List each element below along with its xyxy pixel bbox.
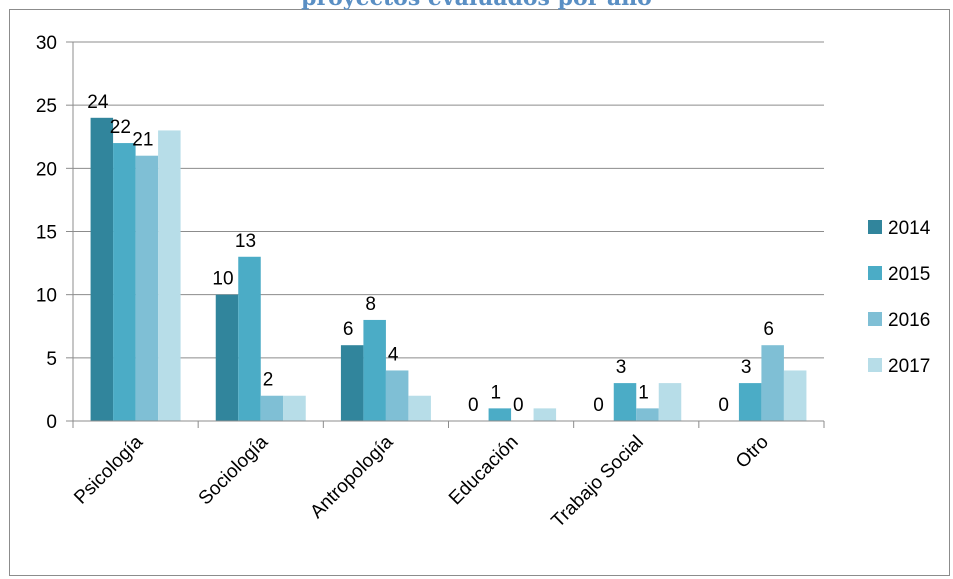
legend-swatch [868,266,882,280]
bar [158,130,181,421]
data-label: 6 [343,319,354,340]
data-label: 22 [110,117,131,138]
category-label: Psicología [70,431,147,508]
category-label: Sociología [195,431,273,509]
legend-swatch [868,220,882,234]
data-label: 0 [593,395,604,416]
data-label: 21 [132,130,153,151]
bar [90,117,114,422]
bar [113,143,136,422]
bar [533,408,557,421]
legend-swatch [868,358,882,372]
category-label: Trabajo Social [548,432,648,532]
bar [260,395,284,421]
legend-label: 2014 [888,218,931,239]
data-label: 13 [235,231,256,252]
y-tick-label: 30 [36,33,57,54]
data-label: 2 [263,370,274,391]
bar [613,383,637,421]
y-tick-label: 15 [36,223,57,244]
bar [283,395,306,421]
legend-label: 2015 [888,264,930,285]
data-label: 3 [741,357,752,378]
y-tick-label: 5 [46,349,57,370]
data-label: 1 [638,382,649,403]
data-label: 10 [212,269,233,290]
bar [488,408,512,421]
bar [636,408,659,421]
data-label: 0 [718,395,729,416]
legend-label: 2017 [888,356,930,377]
data-label: 6 [763,319,774,340]
bar [385,370,409,421]
bar [363,319,386,421]
bars [90,117,807,422]
data-label: 0 [468,395,479,416]
category-label: Antropología [306,431,397,522]
data-label: 4 [388,344,399,365]
bar [783,370,807,421]
category-label: Otro [732,432,773,473]
bar [340,345,364,421]
bar [738,383,762,421]
category-label: Educación [445,432,523,510]
y-tick-label: 20 [36,159,57,180]
data-label: 3 [616,357,627,378]
data-label: 1 [491,382,502,403]
bar [215,294,239,421]
data-label: 0 [513,395,524,416]
y-tick-label: 0 [46,412,57,433]
legend-swatch [868,312,882,326]
grid-lines [73,41,824,359]
bar [761,345,784,421]
data-label: 8 [365,294,376,315]
legend-label: 2016 [888,310,930,331]
legend: 2014 2015 2016 2017 [868,218,931,377]
y-tick-label: 25 [36,96,57,117]
y-tick-label: 10 [36,286,57,307]
chart-title: proyectos evaluados por año [0,0,953,11]
bar [135,155,159,421]
bar [658,383,682,421]
bar [408,395,431,421]
data-label: 24 [87,92,109,113]
bar [238,256,261,421]
